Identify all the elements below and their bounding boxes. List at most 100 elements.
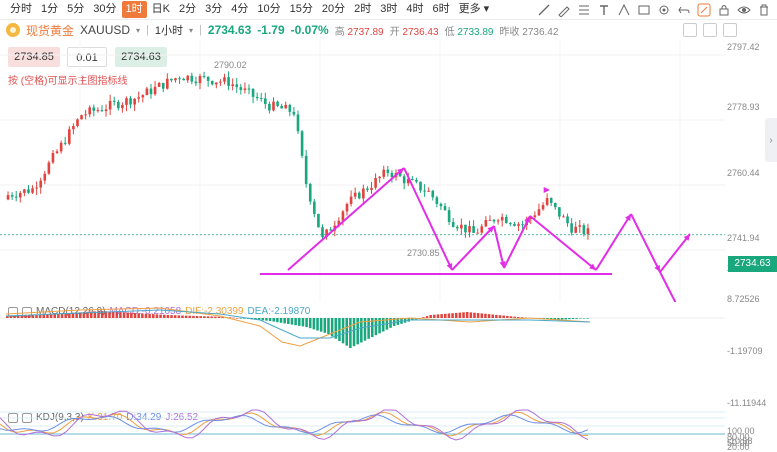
macd-bar (122, 312, 126, 318)
candle (125, 96, 128, 112)
timeframe-toolbar: 分时 1分 5分 30分 1时 日K 2分 3分 4分 10分 15分 20分 2时 3时 4时 6时 更多 ▾ (0, 0, 777, 20)
macd-bar (319, 318, 323, 332)
interval-selector[interactable]: 1小时 (154, 25, 184, 37)
timeframe-5[interactable]: 日K (151, 3, 170, 15)
j-value: J:26.52 (165, 412, 199, 423)
arrow-head-icon (397, 168, 404, 175)
candle (35, 181, 38, 195)
lock-icon[interactable] (717, 3, 731, 17)
axis-tick-label: 80.00 (727, 432, 750, 442)
candle (390, 170, 394, 183)
low-annotation: 2730.85 (407, 248, 440, 258)
projection-up-3[interactable] (503, 215, 531, 269)
candle (447, 206, 451, 225)
collapse-icon[interactable] (8, 412, 18, 423)
timeframe-0[interactable]: 分时 (10, 3, 32, 15)
panel-settings-icon[interactable] (683, 23, 697, 37)
macd-bar (491, 314, 495, 318)
buy-price-button[interactable]: 2734.63 (115, 47, 167, 67)
candle (117, 99, 120, 111)
candle (284, 101, 288, 109)
timeframe-6[interactable]: 2分 (178, 3, 197, 15)
timeframe-4[interactable]: 1时 (121, 1, 147, 18)
trendline-icon[interactable] (537, 3, 551, 17)
settings-icon[interactable] (22, 412, 32, 423)
settings-icon[interactable] (22, 306, 32, 317)
draw-icon[interactable] (557, 3, 571, 17)
macd-bar (495, 314, 498, 318)
timeframe-14[interactable]: 4时 (406, 3, 424, 15)
shape-icon[interactable] (637, 3, 651, 17)
candle (321, 224, 324, 241)
projection-up-5[interactable] (659, 233, 691, 273)
macd-bar (352, 318, 356, 347)
text-icon[interactable] (597, 3, 611, 17)
timeframe-9[interactable]: 10分 (257, 3, 281, 15)
candle (578, 220, 582, 233)
macd-value: MACD:-0.21058 (109, 306, 182, 317)
symbol-code[interactable]: XAUUSD (80, 23, 131, 37)
gold-coin-icon (6, 23, 20, 37)
eye-icon[interactable] (737, 3, 751, 17)
expand-panel-button[interactable]: › (765, 118, 777, 162)
arrow-head-icon (589, 263, 596, 270)
candle (533, 211, 537, 220)
projection-down-5[interactable] (659, 271, 687, 302)
timeframe-11[interactable]: 20分 (321, 3, 346, 15)
candlestick-chart[interactable]: 2790.02 2730.85 (0, 40, 725, 302)
axis-tick-label: -10.58 (727, 436, 753, 446)
candle (6, 191, 10, 201)
macd-bar (239, 318, 243, 319)
macd-bar (517, 317, 520, 318)
projection-up-1[interactable] (287, 167, 405, 271)
symbol-name[interactable]: 现货黄金 (26, 23, 75, 38)
settings-icon[interactable] (657, 3, 671, 17)
projection-up-4[interactable] (595, 213, 632, 271)
timeframe-12[interactable]: 2时 (354, 3, 372, 15)
timeframe-2[interactable]: 5分 (67, 3, 85, 15)
undo-icon[interactable] (677, 3, 691, 17)
macd-bar (498, 315, 502, 318)
projection-up-2[interactable] (451, 225, 495, 271)
macd-bar (82, 312, 86, 318)
lines-icon[interactable] (577, 3, 591, 17)
projection-down-3[interactable] (529, 215, 597, 271)
timeframe-8[interactable]: 4分 (231, 3, 249, 15)
projection-down-1[interactable] (403, 167, 453, 271)
projection-down-4[interactable] (630, 213, 661, 273)
macd-bar (53, 313, 57, 318)
timeframe-1[interactable]: 1分 (41, 3, 59, 15)
candle (59, 140, 63, 154)
price-change-pct: -0.07% (290, 23, 329, 37)
candle (345, 202, 349, 216)
timeframe-16[interactable]: 更多 ▾ (458, 3, 490, 15)
timeframe-3[interactable]: 30分 (93, 3, 117, 15)
panel-maximize-icon[interactable] (723, 23, 737, 37)
macd-bar (429, 315, 432, 318)
symbol-header: 现货黄金 XAUUSD ▾ | 1小时 ▾ | 2734.63 -1.79 -0… (0, 21, 558, 39)
macd-bar (378, 318, 381, 334)
current-price-tag: 2734.63 (728, 256, 777, 272)
chevron-down-icon[interactable]: ▾ (136, 25, 141, 35)
chevron-down-icon[interactable]: ▾ (189, 25, 194, 35)
timeframe-13[interactable]: 3时 (380, 3, 398, 15)
sell-price-button[interactable]: 2734.85 (8, 47, 60, 67)
macd-bar (13, 315, 16, 318)
macd-bar (316, 318, 319, 331)
candle (137, 91, 141, 103)
candle (215, 82, 218, 89)
delete-icon[interactable] (757, 3, 771, 17)
projection-down-2[interactable] (493, 225, 505, 269)
macd-bar (549, 318, 553, 320)
candle (325, 228, 328, 240)
candle (382, 165, 386, 180)
ruler-icon[interactable] (617, 3, 631, 17)
macd-bar (93, 311, 97, 318)
candle (170, 78, 173, 83)
timeframe-15[interactable]: 6时 (432, 3, 450, 15)
erase-icon[interactable] (697, 3, 711, 17)
timeframe-7[interactable]: 3分 (205, 3, 223, 15)
panel-collapse-icon[interactable] (703, 23, 717, 37)
macd-bar (203, 316, 206, 318)
timeframe-10[interactable]: 15分 (289, 3, 313, 15)
